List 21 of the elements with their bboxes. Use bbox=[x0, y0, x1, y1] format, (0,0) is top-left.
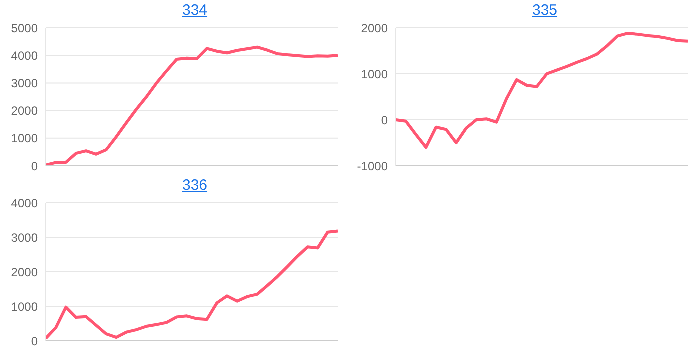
line-series bbox=[394, 32, 690, 150]
y-tick-label: 4000 bbox=[11, 196, 38, 210]
chart-title: 336 bbox=[181, 176, 209, 196]
y-tick-label: 3000 bbox=[11, 230, 38, 245]
y-tick-label: 1000 bbox=[11, 132, 38, 146]
y-tick-label: 2000 bbox=[11, 265, 38, 280]
line-series bbox=[44, 46, 340, 166]
chart-title: 334 bbox=[181, 1, 209, 21]
line-series bbox=[44, 230, 340, 340]
y-tick-label: 1000 bbox=[11, 300, 38, 314]
y-tick-label: 4000 bbox=[11, 48, 38, 63]
y-tick-label: 2000 bbox=[11, 104, 38, 118]
y-tick-label: 0 bbox=[31, 334, 38, 348]
y-tick-label: 1000 bbox=[361, 67, 388, 82]
y-tick-label: 5000 bbox=[11, 21, 38, 36]
y-tick-label: 0 bbox=[381, 113, 388, 128]
y-tick-label: 0 bbox=[31, 159, 38, 174]
y-tick-label: -1000 bbox=[357, 159, 388, 174]
y-tick-label: 2000 bbox=[361, 21, 388, 36]
chart-title: 335 bbox=[531, 1, 559, 21]
y-tick-label: 3000 bbox=[11, 76, 38, 90]
